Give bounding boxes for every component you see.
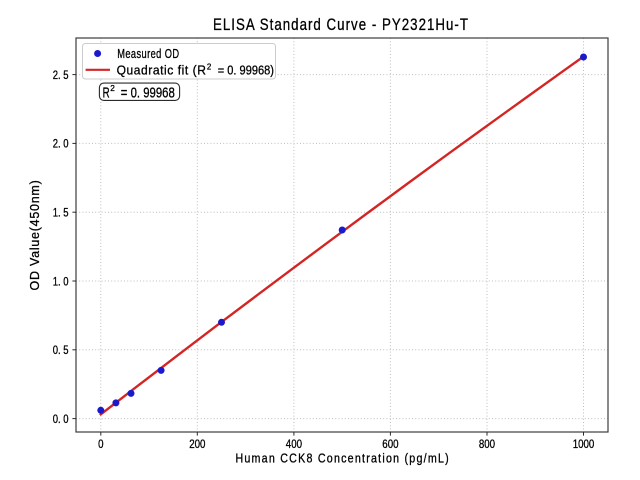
svg-text:= 0. 99968): = 0. 99968) bbox=[218, 62, 274, 77]
svg-text:R: R bbox=[103, 85, 110, 102]
svg-text:0. 0: 0. 0 bbox=[53, 412, 69, 426]
svg-text:= 0. 99968: = 0. 99968 bbox=[121, 85, 175, 102]
svg-text:0: 0 bbox=[98, 437, 104, 451]
svg-text:1000: 1000 bbox=[573, 437, 595, 451]
svg-text:2: 2 bbox=[110, 83, 115, 93]
svg-text:OD Value(450nm): OD Value(450nm) bbox=[27, 180, 42, 291]
svg-text:1. 5: 1. 5 bbox=[53, 206, 69, 220]
svg-text:ELISA Standard Curve - PY2321H: ELISA Standard Curve - PY2321Hu-T bbox=[213, 15, 469, 34]
svg-text:2. 5: 2. 5 bbox=[53, 68, 69, 82]
svg-text:Quadratic fit (R: Quadratic fit (R bbox=[117, 62, 207, 77]
svg-text:Human CCK8 Concentration (pg/m: Human CCK8 Concentration (pg/mL) bbox=[235, 451, 450, 466]
svg-text:2: 2 bbox=[207, 62, 212, 72]
svg-text:800: 800 bbox=[479, 437, 495, 451]
svg-text:600: 600 bbox=[382, 437, 398, 451]
svg-text:Measured OD: Measured OD bbox=[117, 46, 179, 61]
svg-text:1. 0: 1. 0 bbox=[53, 274, 69, 288]
svg-text:200: 200 bbox=[189, 437, 205, 451]
svg-text:2. 0: 2. 0 bbox=[53, 137, 69, 151]
svg-text:0. 5: 0. 5 bbox=[53, 343, 69, 357]
svg-text:400: 400 bbox=[286, 437, 302, 451]
